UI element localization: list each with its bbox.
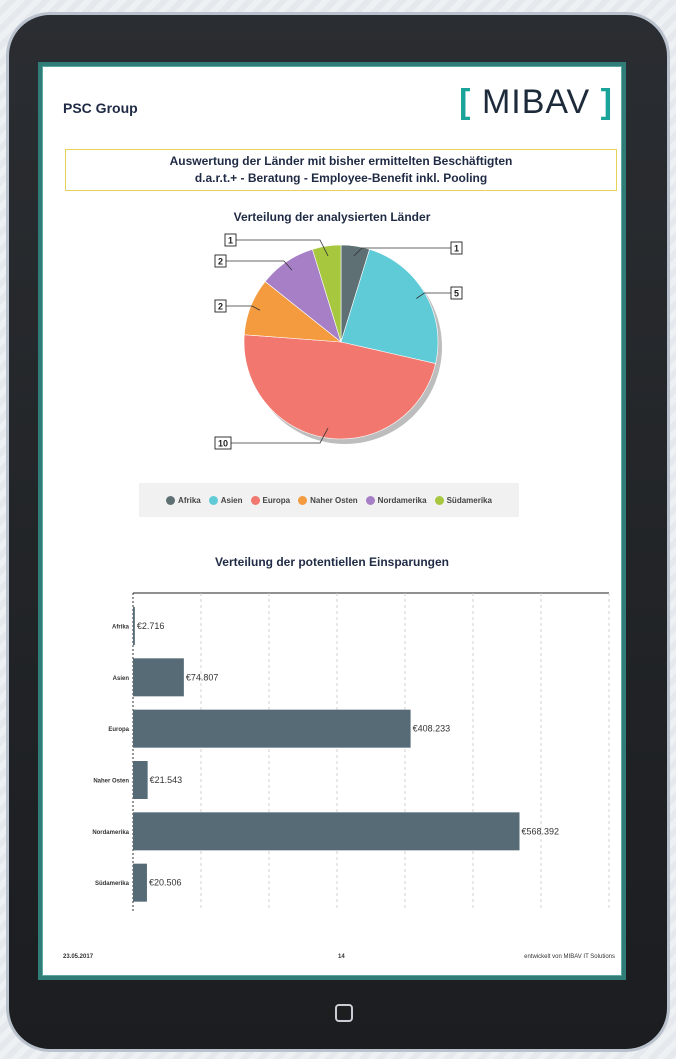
legend-label: Asien bbox=[220, 495, 243, 505]
footer-credit: entwickelt von MIBAV IT Solutions bbox=[524, 954, 615, 960]
pie-slice-s-damerika bbox=[312, 244, 342, 343]
bar-chart-title: Verteilung der potentiellen Einsparungen bbox=[214, 555, 450, 569]
pie-callout-box bbox=[214, 299, 227, 313]
bar-category-label: Nordamerika bbox=[92, 830, 129, 836]
pie-callout-line bbox=[231, 427, 329, 444]
footer-page-number: 14 bbox=[338, 954, 345, 960]
legend-label: Nordamerika bbox=[377, 495, 427, 505]
pie-callout-line bbox=[236, 239, 329, 257]
pie-callout-box bbox=[224, 233, 237, 247]
bar-data-label: €2.716 bbox=[137, 621, 165, 631]
pie-data-label: 2 bbox=[218, 302, 223, 312]
pie-data-label: 5 bbox=[454, 289, 459, 299]
legend-item: Naher Osten bbox=[298, 495, 358, 505]
bar-europa bbox=[133, 709, 411, 748]
bar-s-damerika bbox=[133, 863, 147, 902]
group-name: PSC Group bbox=[63, 100, 138, 116]
legend-label: Europa bbox=[262, 495, 291, 505]
pie-chart: 1 5 10 2 2 1 bbox=[214, 233, 463, 450]
legend-swatch bbox=[250, 495, 260, 505]
bar-data-label: €20.506 bbox=[149, 878, 182, 888]
legend-item: Afrika bbox=[166, 495, 201, 505]
legend-label: Naher Osten bbox=[310, 495, 358, 505]
report-title-line2: d.a.r.t.+ - Beratung - Employee-Benefit … bbox=[194, 171, 488, 185]
report-title-box: Auswertung der Länder mit bisher ermitte… bbox=[65, 149, 617, 191]
legend-label: Afrika bbox=[178, 495, 201, 505]
pie-slice-asien bbox=[340, 248, 439, 364]
bar-category-label: Südamerika bbox=[95, 881, 130, 887]
report-title-line1: Auswertung der Länder mit bisher ermitte… bbox=[169, 154, 513, 168]
report-page: PSC Group [ MIBAV ] Auswertung der Lände… bbox=[42, 66, 622, 976]
pie-data-label: 1 bbox=[228, 236, 233, 246]
pie-chart-title: Verteilung der analysierten Länder bbox=[233, 210, 431, 224]
pie-data-label: 2 bbox=[218, 257, 223, 267]
pie-callout-line bbox=[416, 292, 451, 299]
legend-item: Südamerika bbox=[434, 495, 492, 505]
home-button[interactable] bbox=[335, 1004, 353, 1022]
pie-callout-line bbox=[226, 305, 261, 311]
bar-asien bbox=[133, 658, 184, 697]
mibav-logo: [ MIBAV ] bbox=[459, 83, 613, 121]
bar-category-label: Europa bbox=[108, 727, 129, 733]
bar-data-label: €21.543 bbox=[150, 775, 183, 785]
tablet-screen: PSC Group [ MIBAV ] Auswertung der Lände… bbox=[38, 62, 626, 980]
legend-item: Asien bbox=[208, 495, 243, 505]
footer-date: 23.05.2017 bbox=[63, 954, 94, 960]
pie-callout-line bbox=[353, 247, 451, 257]
legend-swatch bbox=[166, 495, 176, 505]
bar-naher-osten bbox=[133, 761, 148, 799]
bar-data-label: €568.392 bbox=[522, 826, 560, 836]
legend-label: Südamerika bbox=[446, 495, 492, 505]
pie-callout-box bbox=[450, 241, 463, 255]
bar-nordamerika bbox=[133, 812, 520, 851]
pie-callout-line bbox=[226, 260, 293, 271]
pie-legend: Afrika Asien Europa Naher Osten Nordamerika S… bbox=[139, 483, 519, 517]
bar-category-label: Naher Osten bbox=[93, 779, 129, 785]
bar-chart: Afrika €2.716 Asien €74.807 Europa €408.233 Na… bbox=[92, 592, 610, 911]
pie-data-label: 1 bbox=[454, 244, 459, 254]
legend-swatch bbox=[365, 495, 375, 505]
bar-data-label: €408.233 bbox=[413, 724, 451, 734]
legend-swatch bbox=[298, 495, 308, 505]
pie-data-label: 10 bbox=[218, 439, 228, 449]
pie-callout-box bbox=[214, 254, 227, 268]
legend-swatch bbox=[208, 495, 218, 505]
legend-swatch bbox=[434, 495, 444, 505]
pie-slice-europa bbox=[243, 334, 436, 440]
bar-afrika bbox=[133, 607, 135, 645]
bar-data-label: €74.807 bbox=[186, 672, 219, 682]
legend-item: Nordamerika bbox=[365, 495, 427, 505]
bar-category-label: Afrika bbox=[112, 625, 130, 631]
pie-callout-box bbox=[450, 286, 463, 300]
pie-callout-box bbox=[214, 436, 232, 450]
legend-item: Europa bbox=[250, 495, 291, 505]
bar-category-label: Asien bbox=[113, 676, 130, 682]
